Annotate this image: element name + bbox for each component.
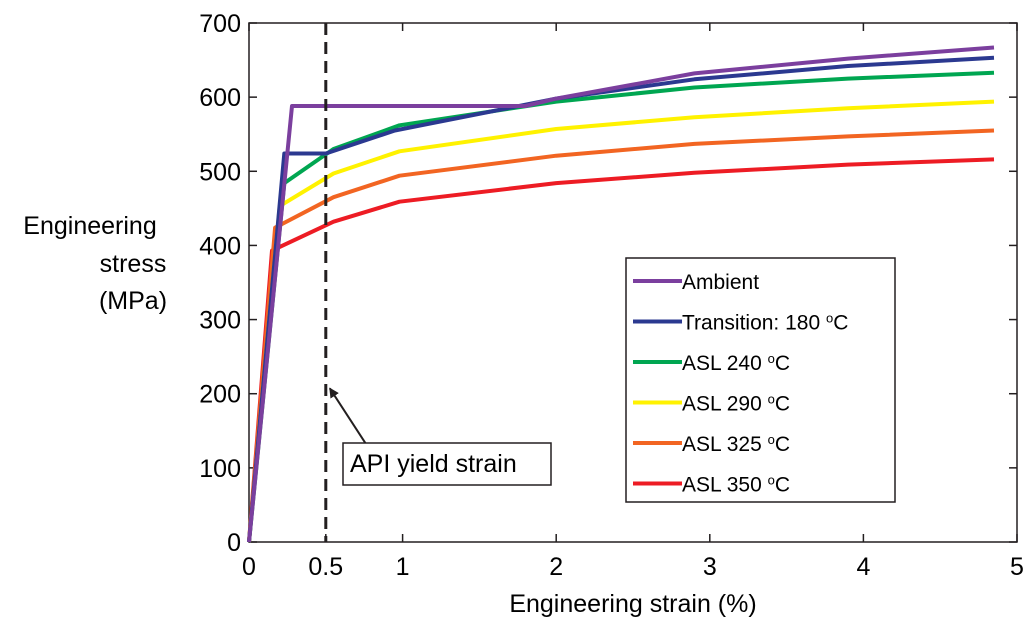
y-tick-label: 0 [227,529,241,557]
series-lines [247,45,995,543]
api-yield-annotation: API yield strain [328,387,552,486]
y-tick-label: 400 [199,232,241,260]
series-line-asl-290 [247,99,995,543]
series-line-transition-180 [247,55,995,543]
x-tick-label: 4 [856,553,870,581]
x-axis-title: Engineering strain (%) [509,590,756,618]
x-tick-label: 5 [1010,553,1024,581]
annotation-arrow [328,387,373,454]
x-tick-label: 0.5 [308,553,343,581]
series-line-asl-325 [247,128,995,543]
legend-label-ambient: Ambient [682,271,759,294]
legend-box [625,257,896,503]
y-tick-label: 700 [199,10,241,38]
y-tick-label: 500 [199,158,241,186]
y-tick-label: 200 [199,381,241,409]
annotation-box [342,442,552,486]
plot-frame [248,22,1018,543]
legend-label-transition-180: Transition: 180 oC [682,310,848,335]
x-tick-label: 1 [396,553,410,581]
y-axis-title-line-2: stress [100,250,167,278]
annotation-text: API yield strain [350,450,517,478]
y-tick-label: 600 [199,84,241,112]
legend-label-asl-350: ASL 350 oC [682,472,790,497]
y-axis-ticks: 0 100 200 300 400 500 600 700 [199,10,1017,557]
y-tick-label: 100 [199,455,241,483]
x-tick-label: 2 [549,553,563,581]
y-tick-label: 300 [199,307,241,335]
x-axis-ticks: 0 0.5 1 2 3 4 5 [242,23,1024,581]
x-tick-label: 3 [703,553,717,581]
y-axis-title-line-1: Engineering [23,212,156,240]
series-line-asl-350 [247,157,995,543]
y-axis-title-line-3: (MPa) [99,287,167,315]
x-tick-label: 0 [242,553,256,581]
series-line-ambient [247,45,995,543]
